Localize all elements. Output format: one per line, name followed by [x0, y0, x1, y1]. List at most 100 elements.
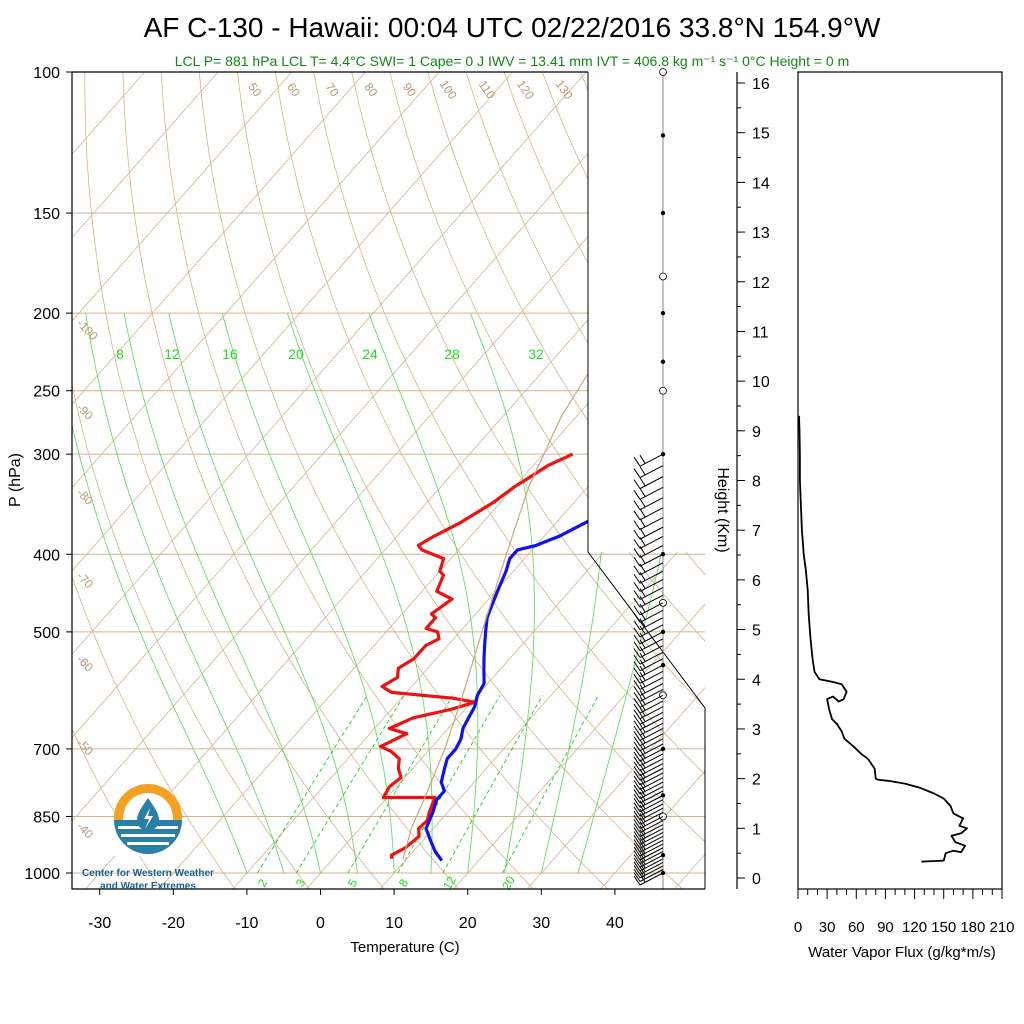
dry-adiabat-label: 100 — [437, 77, 460, 102]
isotherm-label: -40 — [74, 819, 96, 841]
wind-barb — [633, 858, 664, 872]
flux-series — [798, 415, 968, 863]
wind-barb-feather — [639, 639, 646, 649]
wind-barb — [633, 767, 664, 781]
wind-barb — [633, 781, 664, 795]
wind-barb — [633, 807, 664, 821]
wind-barb — [633, 562, 664, 576]
wind-barb — [633, 602, 664, 616]
wind-barb-flag — [633, 605, 641, 616]
wind-level-marker — [660, 210, 666, 216]
skew-t-background-lines — [72, 72, 1024, 890]
wind-barb-staff — [639, 535, 664, 549]
dry-adiabat-line — [72, 727, 161, 889]
wind-barb — [633, 869, 664, 882]
moist-adiabat-label: 12 — [164, 346, 180, 362]
wind-barb — [633, 651, 664, 665]
wind-barb-feather — [639, 646, 646, 655]
wind-barb-feather — [639, 840, 646, 850]
isotherm-line — [72, 72, 587, 655]
wind-barb-feather — [639, 859, 646, 869]
flux-x-tick-label: 60 — [848, 919, 865, 936]
wind-barb — [633, 763, 664, 776]
wind-barb-staff — [639, 872, 664, 886]
wind-barb-flag — [633, 819, 641, 829]
wind-barb-staff — [639, 811, 664, 825]
dry-adiabat-line — [733, 72, 1024, 890]
wind-barb-flag — [633, 667, 641, 678]
wind-barb-feather — [639, 852, 646, 861]
dry-adiabat-line — [771, 72, 1024, 890]
wind-barb-flag — [633, 850, 641, 861]
mixing-ratio-label: 5 — [345, 876, 361, 889]
dry-adiabat-line — [389, 72, 705, 642]
wind-barb-staff — [639, 683, 664, 696]
wind-barb-staff — [639, 507, 664, 521]
height-tick-label: 11 — [752, 324, 769, 341]
wind-barb-flag — [633, 835, 641, 845]
wind-barb-feather — [639, 665, 646, 675]
wind-barb-feather — [639, 466, 646, 475]
moist-adiabat-label: 28 — [444, 346, 460, 362]
wind-barb-flag — [633, 556, 641, 567]
flux-profile-line — [798, 415, 968, 863]
flux-x-tick-label: 120 — [902, 919, 927, 936]
wind-barb-feather — [639, 454, 646, 464]
height-tick-label: 0 — [752, 871, 761, 888]
wind-barb-feather — [639, 518, 646, 527]
wind-barb — [633, 586, 664, 600]
mixing-ratio-line — [442, 695, 543, 874]
wind-barb-staff — [639, 728, 664, 741]
wind-barb — [633, 865, 664, 879]
wind-barb-feather — [639, 498, 646, 507]
wind-barb-flag — [633, 468, 641, 478]
mixing-ratio-label: 3 — [293, 876, 309, 889]
wind-barb-staff — [639, 803, 664, 817]
wind-barb-staff — [639, 624, 664, 638]
wind-barb-feather — [639, 829, 646, 838]
height-tick-label: 6 — [752, 573, 761, 590]
wind-barb-staff — [639, 781, 664, 795]
wind-barb-staff — [639, 586, 664, 600]
wind-barb — [633, 453, 664, 467]
wind-barb-staff — [639, 738, 664, 752]
wind-barb-staff — [639, 700, 664, 714]
wind-barb-feather — [639, 744, 646, 754]
wind-barb-feather — [639, 749, 646, 759]
wind-barb-feather — [639, 672, 646, 681]
wind-barb-staff — [639, 602, 664, 616]
height-tick-label: 4 — [752, 672, 761, 689]
wind-barb-staff — [639, 807, 664, 821]
isotherm-label: -100 — [74, 316, 101, 343]
y-tick-label: 700 — [33, 742, 60, 759]
dry-adiabat-label: 90 — [400, 80, 419, 99]
temperature-profile-line — [379, 452, 574, 859]
wind-barb-feather — [639, 603, 646, 613]
y-tick-label: 150 — [33, 206, 60, 223]
x-tick-label: 10 — [385, 915, 403, 932]
wind-barb-feather — [639, 855, 646, 865]
wind-barb-flag — [633, 565, 641, 576]
wind-barb-feather — [639, 488, 646, 497]
wind-barb — [633, 816, 664, 829]
flux-x-tick-label: 180 — [960, 919, 985, 936]
wind-barb-staff — [639, 476, 664, 490]
wind-barb-flag — [633, 709, 641, 719]
wind-barb — [633, 617, 664, 631]
wind-barb-staff — [639, 743, 664, 757]
wind-barb-staff — [639, 544, 664, 558]
wind-barb-staff — [639, 570, 664, 584]
wind-barb-feather — [639, 571, 646, 581]
wind-barb-flag — [633, 680, 641, 690]
y-tick-label: 850 — [33, 809, 60, 826]
wind-barb-feather — [639, 759, 646, 768]
wind-barb-feather — [639, 508, 646, 518]
flux-panel-frame — [797, 71, 1003, 890]
wind-barb-flag — [633, 627, 641, 638]
wind-barb-staff — [639, 453, 664, 467]
wind-barb — [633, 828, 664, 841]
wind-barb-flag — [633, 857, 641, 868]
